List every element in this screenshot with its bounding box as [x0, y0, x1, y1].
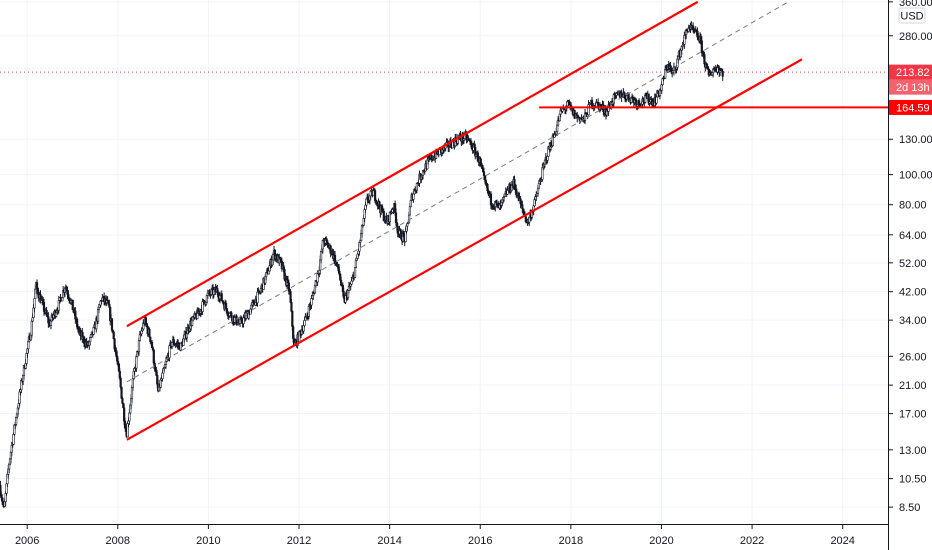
- candle-body: [135, 356, 138, 369]
- candle-body: [170, 342, 174, 347]
- candle-body: [42, 302, 46, 312]
- bar-countdown: 2d 13h: [896, 82, 930, 94]
- countdown-badge: 2d 13h: [889, 79, 932, 95]
- x-tick-label: 2016: [468, 535, 492, 547]
- candle-body: [290, 302, 293, 312]
- candle-body: [705, 64, 709, 67]
- y-tick-label: 280.00: [899, 31, 932, 43]
- candle-body: [149, 336, 152, 342]
- candle-body: [148, 328, 151, 338]
- candle-body: [224, 303, 228, 309]
- candle-body: [235, 315, 238, 325]
- candle-body: [220, 293, 223, 301]
- channel-lower-line: [126, 58, 803, 441]
- candle-body: [546, 156, 549, 161]
- candle-body: [415, 183, 419, 191]
- candle-body: [97, 306, 100, 310]
- candle-body: [537, 183, 540, 189]
- candle-body: [92, 327, 95, 335]
- candle-body: [71, 299, 74, 311]
- candle-body: [409, 200, 412, 207]
- candle-body: [489, 193, 493, 206]
- y-tick-label: 80.00: [899, 200, 927, 212]
- candle-body: [406, 223, 409, 227]
- y-tick-label: 64.00: [899, 230, 927, 242]
- candle-body: [521, 204, 524, 210]
- candle-body: [700, 40, 703, 53]
- candle-body: [121, 398, 124, 404]
- y-tick-label: 21.00: [899, 380, 927, 392]
- y-tick-label: 360.00: [899, 0, 932, 9]
- y-tick-label: 34.00: [899, 315, 927, 327]
- x-tick-label: 2024: [830, 535, 854, 547]
- grid-layer: [0, 0, 888, 524]
- candles-layer: [0, 21, 724, 509]
- x-ticks-layer: 2006 2008 2010 2012 2014 2016 2018 2020 2022 2024: [15, 524, 855, 547]
- y-tick-label: 100.00: [899, 170, 932, 182]
- candle-body: [267, 270, 270, 275]
- candle-body: [185, 333, 188, 339]
- level-badge: 164.59: [889, 99, 932, 115]
- candle-body: [161, 372, 164, 380]
- x-tick-label: 2006: [15, 535, 39, 547]
- candle-body: [144, 317, 148, 324]
- x-tick-label: 2008: [106, 535, 130, 547]
- candle-body: [110, 318, 114, 331]
- candle-body: [159, 379, 162, 388]
- candle-body: [321, 239, 324, 250]
- x-tick-label: 2012: [287, 535, 311, 547]
- candle-body: [319, 251, 323, 261]
- channel-upper-line: [126, 0, 699, 328]
- y-tick-label: 8.50: [899, 502, 920, 514]
- candle-body: [721, 70, 724, 77]
- level-value: 164.59: [896, 102, 930, 114]
- last-price-value: 213.82: [896, 67, 930, 79]
- candle-body: [33, 298, 36, 309]
- y-tick-label: 26.00: [899, 351, 927, 363]
- candle-body: [291, 310, 294, 327]
- channel-layer: [126, 0, 888, 441]
- currency-button[interactable]: USD: [898, 7, 926, 24]
- candle-body: [112, 331, 115, 340]
- candle-body: [310, 298, 313, 306]
- candle-body: [119, 377, 122, 388]
- x-tick-label: 2018: [559, 535, 583, 547]
- candle-body: [30, 320, 33, 336]
- x-tick-label: 2014: [377, 535, 401, 547]
- last-price-badge: 213.82: [889, 64, 932, 80]
- candle-body: [68, 297, 71, 301]
- candle-body: [137, 340, 141, 353]
- channel-midline: [126, 1, 789, 383]
- y-tick-label: 52.00: [899, 258, 927, 270]
- candle-body: [120, 386, 123, 399]
- candle-body: [655, 96, 658, 104]
- x-tick-label: 2010: [196, 535, 220, 547]
- candle-body: [408, 206, 412, 216]
- candle-body: [350, 280, 353, 285]
- y-tick-label: 10.50: [899, 474, 927, 486]
- y-tick-label: 130.00: [899, 134, 932, 146]
- candle-body: [242, 317, 245, 324]
- candle-body: [354, 260, 358, 268]
- x-tick-label: 2022: [740, 535, 764, 547]
- y-tick-label: 13.00: [899, 445, 927, 457]
- time-axis-panel[interactable]: [0, 524, 888, 550]
- currency-label: USD: [900, 11, 923, 23]
- candle-body: [303, 320, 306, 326]
- candle-body: [407, 214, 411, 223]
- y-tick-label: 17.00: [899, 409, 927, 421]
- y-tick-label: 42.00: [899, 287, 927, 299]
- candle-body: [353, 267, 357, 278]
- x-tick-label: 2020: [649, 535, 673, 547]
